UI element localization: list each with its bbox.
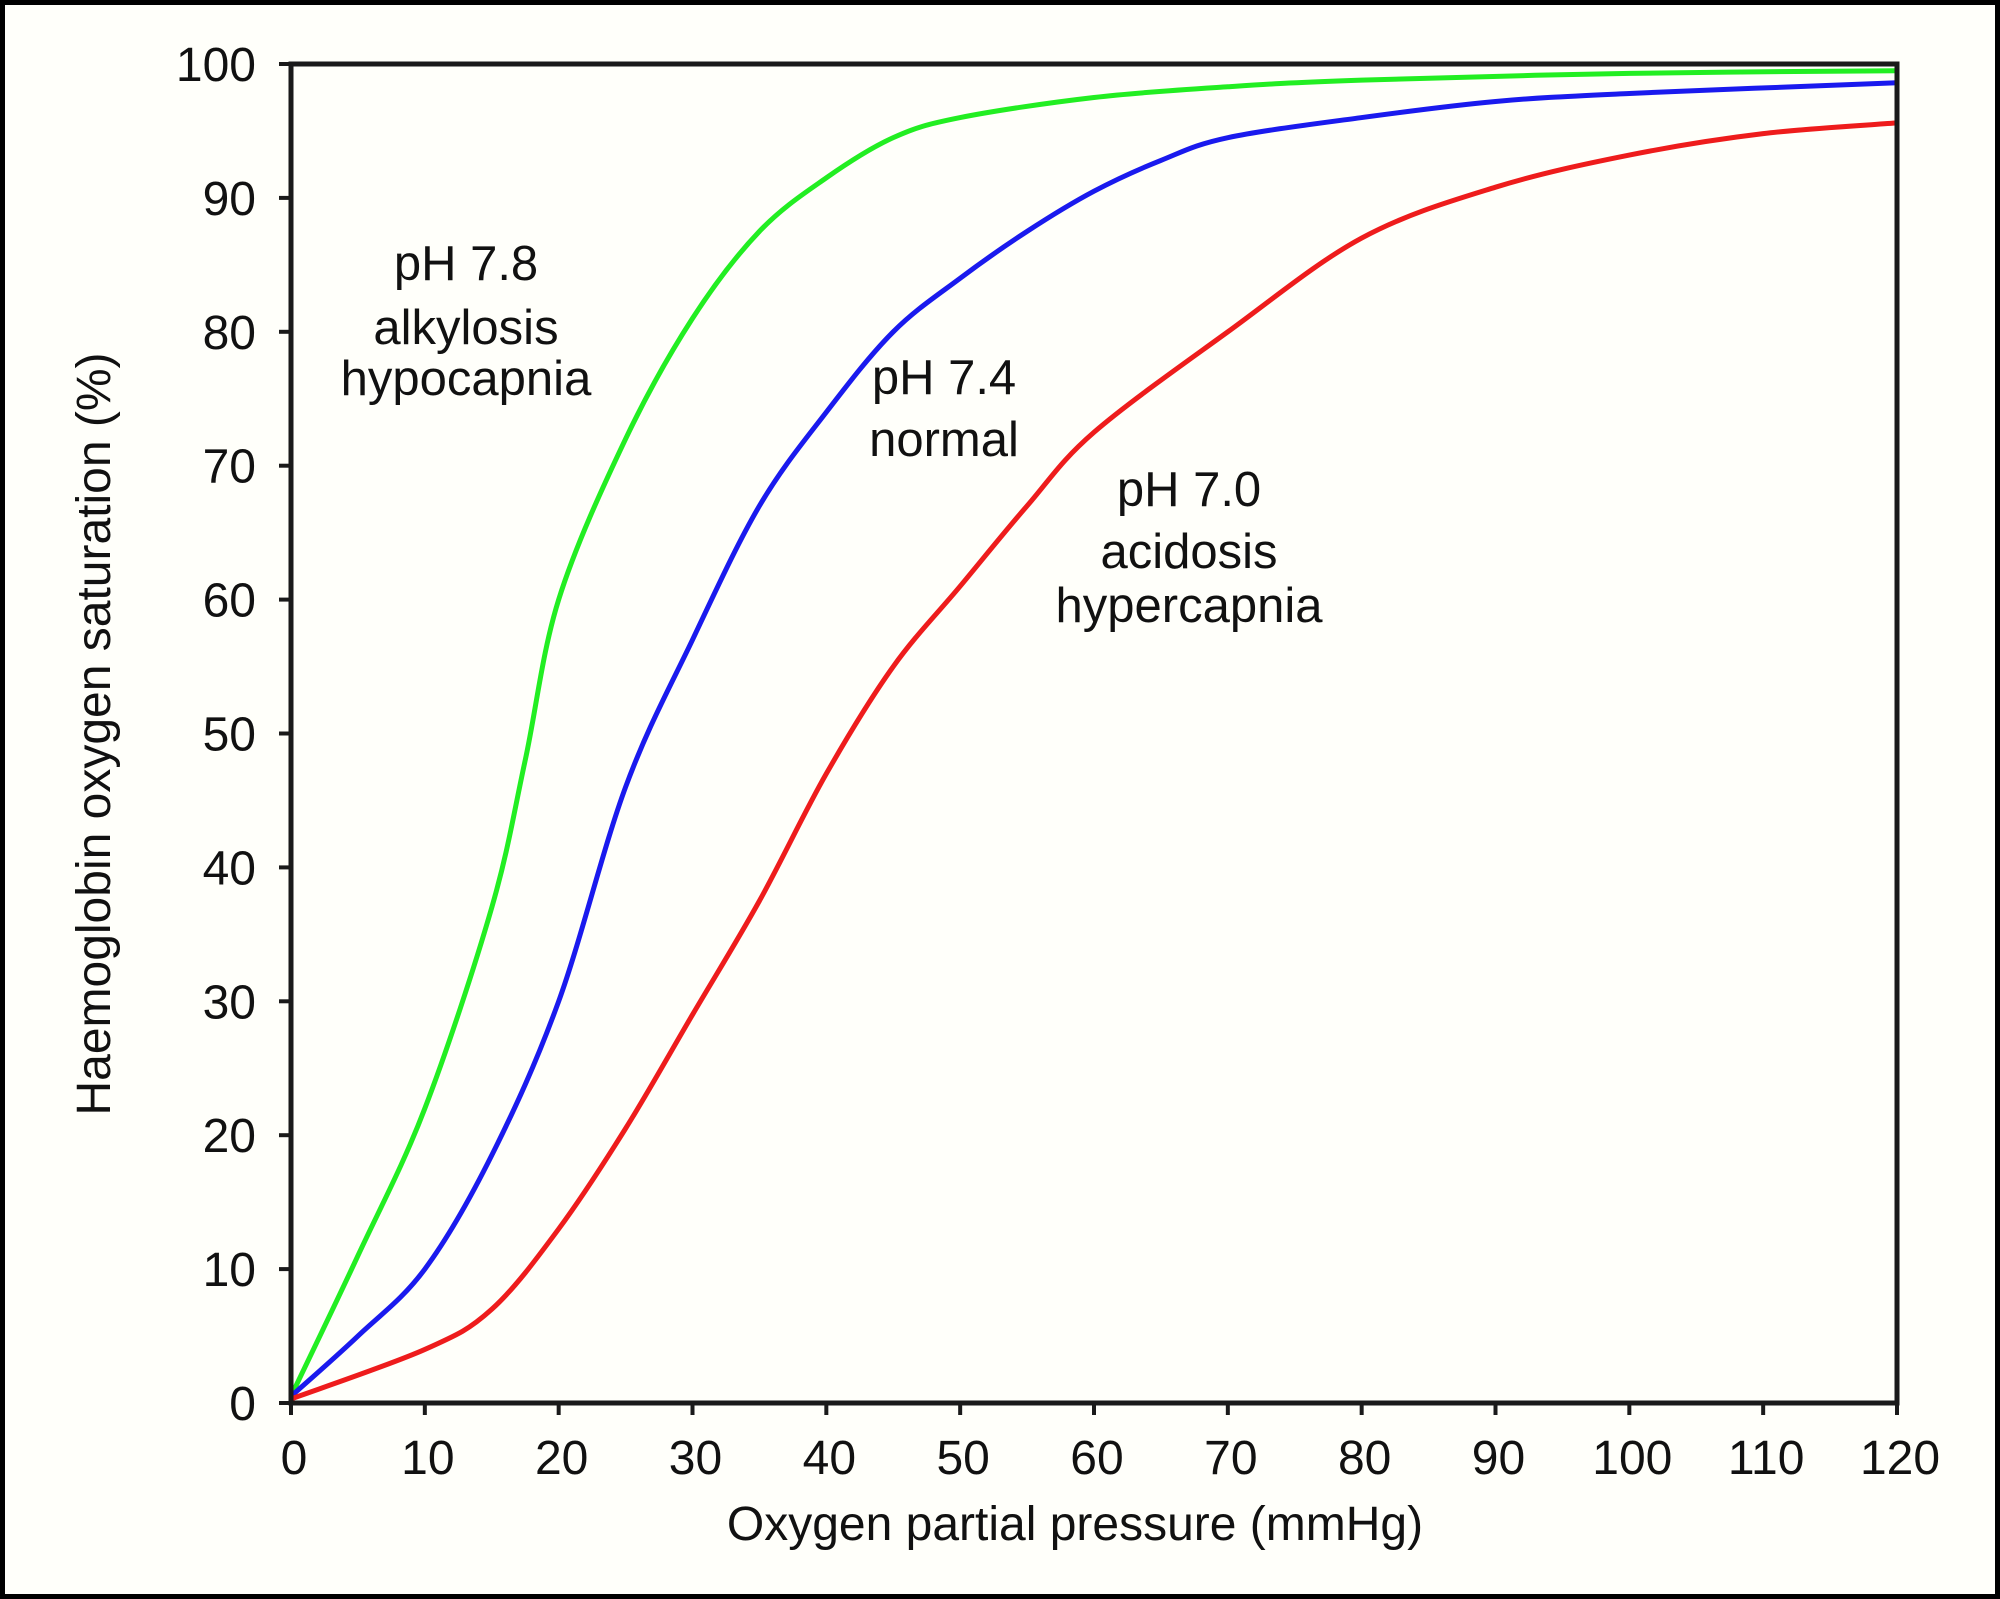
- curve-annotation: acidosis: [1100, 525, 1277, 579]
- series-line-1: [289, 80, 1898, 1399]
- x-tick-label: 30: [669, 1432, 722, 1485]
- x-tick-label: 70: [1204, 1432, 1257, 1485]
- y-tick-label: 50: [203, 709, 256, 762]
- y-axis-title: Haemoglobin oxygen saturation (%): [68, 352, 121, 1115]
- x-tick-label: 110: [1728, 1432, 1805, 1485]
- x-tick-label: 100: [1592, 1432, 1672, 1485]
- x-tick-label: 10: [401, 1432, 454, 1485]
- y-tick-label: 20: [203, 1110, 256, 1163]
- x-axis-title: Oxygen partial pressure (mmHg): [727, 1498, 1423, 1551]
- x-tick-label: 0: [281, 1432, 308, 1485]
- x-tick-label: 20: [535, 1432, 588, 1485]
- curve-annotation: hypercapnia: [1056, 579, 1324, 633]
- x-tick-label: 120: [1860, 1432, 1940, 1485]
- series-line-0: [288, 68, 1898, 1398]
- series-line-2: [290, 120, 1898, 1402]
- x-tick-label: 50: [936, 1432, 989, 1485]
- x-tick-label: 90: [1472, 1432, 1525, 1485]
- y-tick-label: 0: [229, 1378, 256, 1431]
- curve-annotation: alkylosis: [373, 301, 558, 355]
- y-tick-label: 30: [203, 976, 256, 1029]
- x-tick-label: 40: [803, 1432, 856, 1485]
- curve-annotation: normal: [869, 413, 1019, 467]
- curve-annotation: pH 7.0: [1117, 463, 1261, 517]
- x-tick-label: 80: [1338, 1432, 1391, 1485]
- y-tick-label: 90: [203, 173, 256, 226]
- y-tick-label: 100: [176, 39, 256, 92]
- y-tick-label: 80: [203, 307, 256, 360]
- y-tick-label: 70: [203, 441, 256, 494]
- curve-annotation: hypocapnia: [341, 352, 592, 406]
- curve-annotation: pH 7.4: [872, 351, 1016, 405]
- x-tick-label: 60: [1070, 1432, 1123, 1485]
- y-tick-label: 40: [203, 842, 256, 895]
- curve-annotation: pH 7.8: [394, 237, 538, 291]
- y-tick-label: 60: [203, 575, 256, 628]
- y-tick-label: 10: [203, 1244, 256, 1297]
